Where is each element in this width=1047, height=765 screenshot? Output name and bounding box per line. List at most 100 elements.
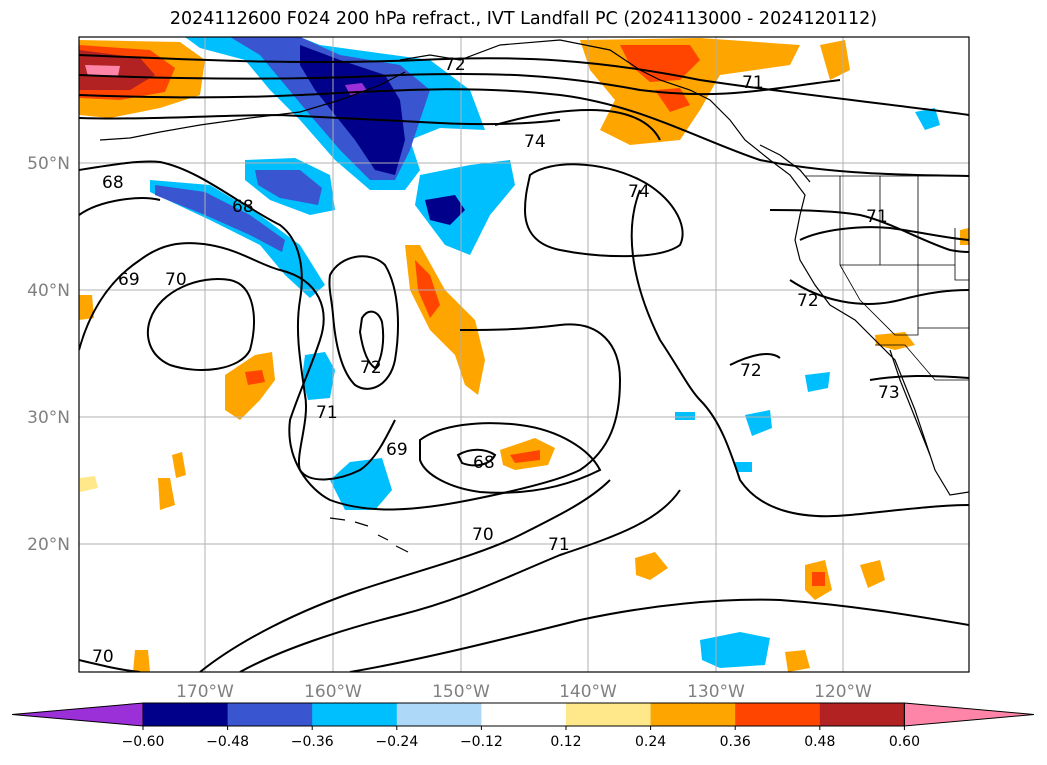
lon-label: 120°W [814, 682, 872, 702]
colorbar-swatch [735, 703, 821, 726]
contour-line [494, 108, 661, 141]
colorbar: −0.60 −0.48 −0.36 −0.24 −0.12 0.12 0.24 0.36 0.4… [11, 702, 1035, 750]
negative-anomaly-region [155, 185, 285, 252]
positive-anomaly-region [812, 572, 825, 586]
contour-label: 71 [866, 207, 888, 227]
lat-label: 50°N [27, 154, 70, 174]
latitude-labels: 50°N 40°N 30°N 20°N [27, 154, 70, 555]
contour-labels: 72 74 71 68 68 70 69 74 72 71 69 68 70 7… [92, 55, 900, 667]
lon-label: 130°W [687, 682, 745, 702]
contour-line [328, 255, 399, 390]
contour-line [79, 197, 161, 216]
contour-label: 70 [92, 647, 114, 667]
colorbar-swatch [650, 703, 736, 726]
contour-line [789, 279, 969, 305]
contour-line [199, 479, 611, 672]
lon-label: 140°W [559, 682, 617, 702]
positive-anomaly-region [85, 65, 120, 76]
aleutian-islands [99, 71, 406, 141]
contour-line [239, 489, 681, 672]
colorbar-tick-label: 0.48 [804, 734, 835, 750]
contour-label: 72 [797, 291, 819, 311]
contour-line [630, 189, 969, 518]
contour-line [769, 209, 969, 253]
contour-line [799, 226, 969, 241]
contour-line [358, 310, 385, 370]
colorbar-swatches [11, 702, 1035, 727]
colorbar-frame [142, 702, 905, 727]
colorbar-extend-high [903, 702, 1035, 727]
positive-anomaly-region [415, 260, 440, 318]
us-mexico-border [875, 344, 969, 381]
colorbar-swatch [143, 703, 229, 726]
colorbar-swatch [396, 703, 482, 726]
contour-label: 71 [316, 403, 338, 423]
colorbar-swatch [227, 703, 313, 726]
lon-label: 160°W [304, 682, 362, 702]
contour-label: 72 [444, 55, 466, 75]
contour-line [79, 72, 841, 96]
contour-line [456, 448, 497, 467]
contour-line [79, 160, 396, 481]
positive-anomaly-region [635, 552, 668, 580]
positive-anomaly-region [225, 352, 275, 420]
hawaii-islands [329, 517, 409, 553]
contour-line [349, 598, 969, 672]
positive-anomaly-region [80, 476, 98, 492]
contour-label: 71 [742, 73, 764, 93]
contour-line [869, 374, 969, 381]
positive-anomaly-region [79, 295, 94, 320]
contour-label: 70 [165, 270, 187, 290]
contour-line [146, 278, 255, 371]
lat-label: 40°N [27, 281, 70, 301]
colorbar-tick-label: −0.60 [122, 734, 165, 750]
positive-anomaly-region [158, 478, 175, 510]
contour-label: 68 [232, 197, 254, 217]
contour-line [79, 88, 969, 177]
positive-anomaly-region [133, 650, 150, 672]
positive-anomaly-region [172, 452, 186, 478]
colorbar-swatch [312, 703, 398, 726]
refractivity-shading [79, 37, 969, 672]
negative-anomaly-region [735, 462, 752, 472]
contour-line [79, 242, 622, 511]
negative-anomaly-region [915, 108, 940, 130]
colorbar-tick-label: 0.24 [635, 734, 666, 750]
colorbar-swatch [819, 703, 905, 726]
contour-label: 72 [740, 361, 762, 381]
contour-label: 73 [878, 383, 900, 403]
negative-anomaly-region [255, 170, 322, 205]
contour-label: 69 [118, 270, 140, 290]
contour-label: 69 [386, 440, 408, 460]
coastlines [99, 39, 969, 553]
contour-lines [79, 54, 969, 672]
positive-anomaly-region [785, 650, 810, 672]
positive-anomaly-region [245, 370, 265, 385]
colorbar-tick-label: −0.48 [206, 734, 249, 750]
contour-label: 70 [472, 525, 494, 545]
colorbar-swatch [566, 703, 652, 726]
colorbar-tick-label: 0.12 [550, 734, 581, 750]
negative-anomaly-region [425, 195, 465, 225]
contour-label: 68 [102, 173, 124, 193]
positive-anomaly-region [620, 45, 700, 82]
positive-anomaly-region [960, 228, 969, 245]
plot-title: 2024112600 F024 200 hPa refract., IVT La… [169, 9, 878, 29]
colorbar-extend-low [11, 702, 144, 727]
lon-label: 150°W [432, 682, 490, 702]
positive-anomaly-region [860, 560, 885, 588]
contour-line [79, 113, 561, 126]
north-america-coastline [399, 39, 969, 496]
colorbar-swatch [481, 703, 567, 726]
lon-label: 170°W [176, 682, 234, 702]
positive-anomaly-region [510, 450, 540, 463]
negative-anomaly-region [805, 372, 830, 392]
contour-line [729, 353, 781, 366]
colorbar-tick-label: 0.36 [720, 734, 751, 750]
colorbar-tick-label: −0.12 [460, 734, 503, 750]
negative-anomaly-region [330, 458, 392, 510]
colorbar-tick-label: 0.60 [889, 734, 920, 750]
contour-label: 74 [524, 132, 546, 152]
negative-anomaly-region [415, 160, 515, 255]
